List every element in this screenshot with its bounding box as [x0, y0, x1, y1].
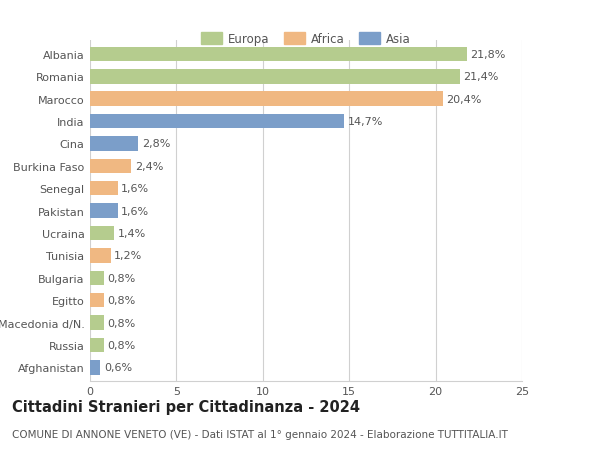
- Bar: [90, 70, 460, 84]
- Bar: [90, 47, 467, 62]
- Text: 0,8%: 0,8%: [107, 273, 136, 283]
- Bar: [90, 271, 104, 285]
- Text: 20,4%: 20,4%: [446, 95, 481, 104]
- Text: 21,4%: 21,4%: [463, 72, 499, 82]
- Text: 2,8%: 2,8%: [142, 139, 170, 149]
- Text: 0,6%: 0,6%: [104, 363, 132, 373]
- Text: 0,8%: 0,8%: [107, 318, 136, 328]
- Bar: [90, 159, 131, 174]
- Text: 0,8%: 0,8%: [107, 296, 136, 306]
- Bar: [90, 249, 111, 263]
- Text: 21,8%: 21,8%: [470, 50, 506, 60]
- Text: 1,4%: 1,4%: [118, 229, 146, 239]
- Bar: [90, 338, 104, 353]
- Text: 1,2%: 1,2%: [114, 251, 142, 261]
- Text: 1,6%: 1,6%: [121, 184, 149, 194]
- Bar: [90, 137, 139, 151]
- Text: 2,4%: 2,4%: [135, 162, 163, 172]
- Bar: [90, 316, 104, 330]
- Bar: [90, 226, 114, 241]
- Bar: [90, 293, 104, 308]
- Bar: [90, 204, 118, 218]
- Bar: [90, 360, 100, 375]
- Text: Cittadini Stranieri per Cittadinanza - 2024: Cittadini Stranieri per Cittadinanza - 2…: [12, 399, 360, 414]
- Text: 0,8%: 0,8%: [107, 340, 136, 350]
- Text: COMUNE DI ANNONE VENETO (VE) - Dati ISTAT al 1° gennaio 2024 - Elaborazione TUTT: COMUNE DI ANNONE VENETO (VE) - Dati ISTA…: [12, 429, 508, 439]
- Bar: [90, 92, 443, 106]
- Bar: [90, 114, 344, 129]
- Text: 1,6%: 1,6%: [121, 206, 149, 216]
- Bar: [90, 181, 118, 196]
- Text: 14,7%: 14,7%: [347, 117, 383, 127]
- Legend: Europa, Africa, Asia: Europa, Africa, Asia: [196, 28, 416, 51]
